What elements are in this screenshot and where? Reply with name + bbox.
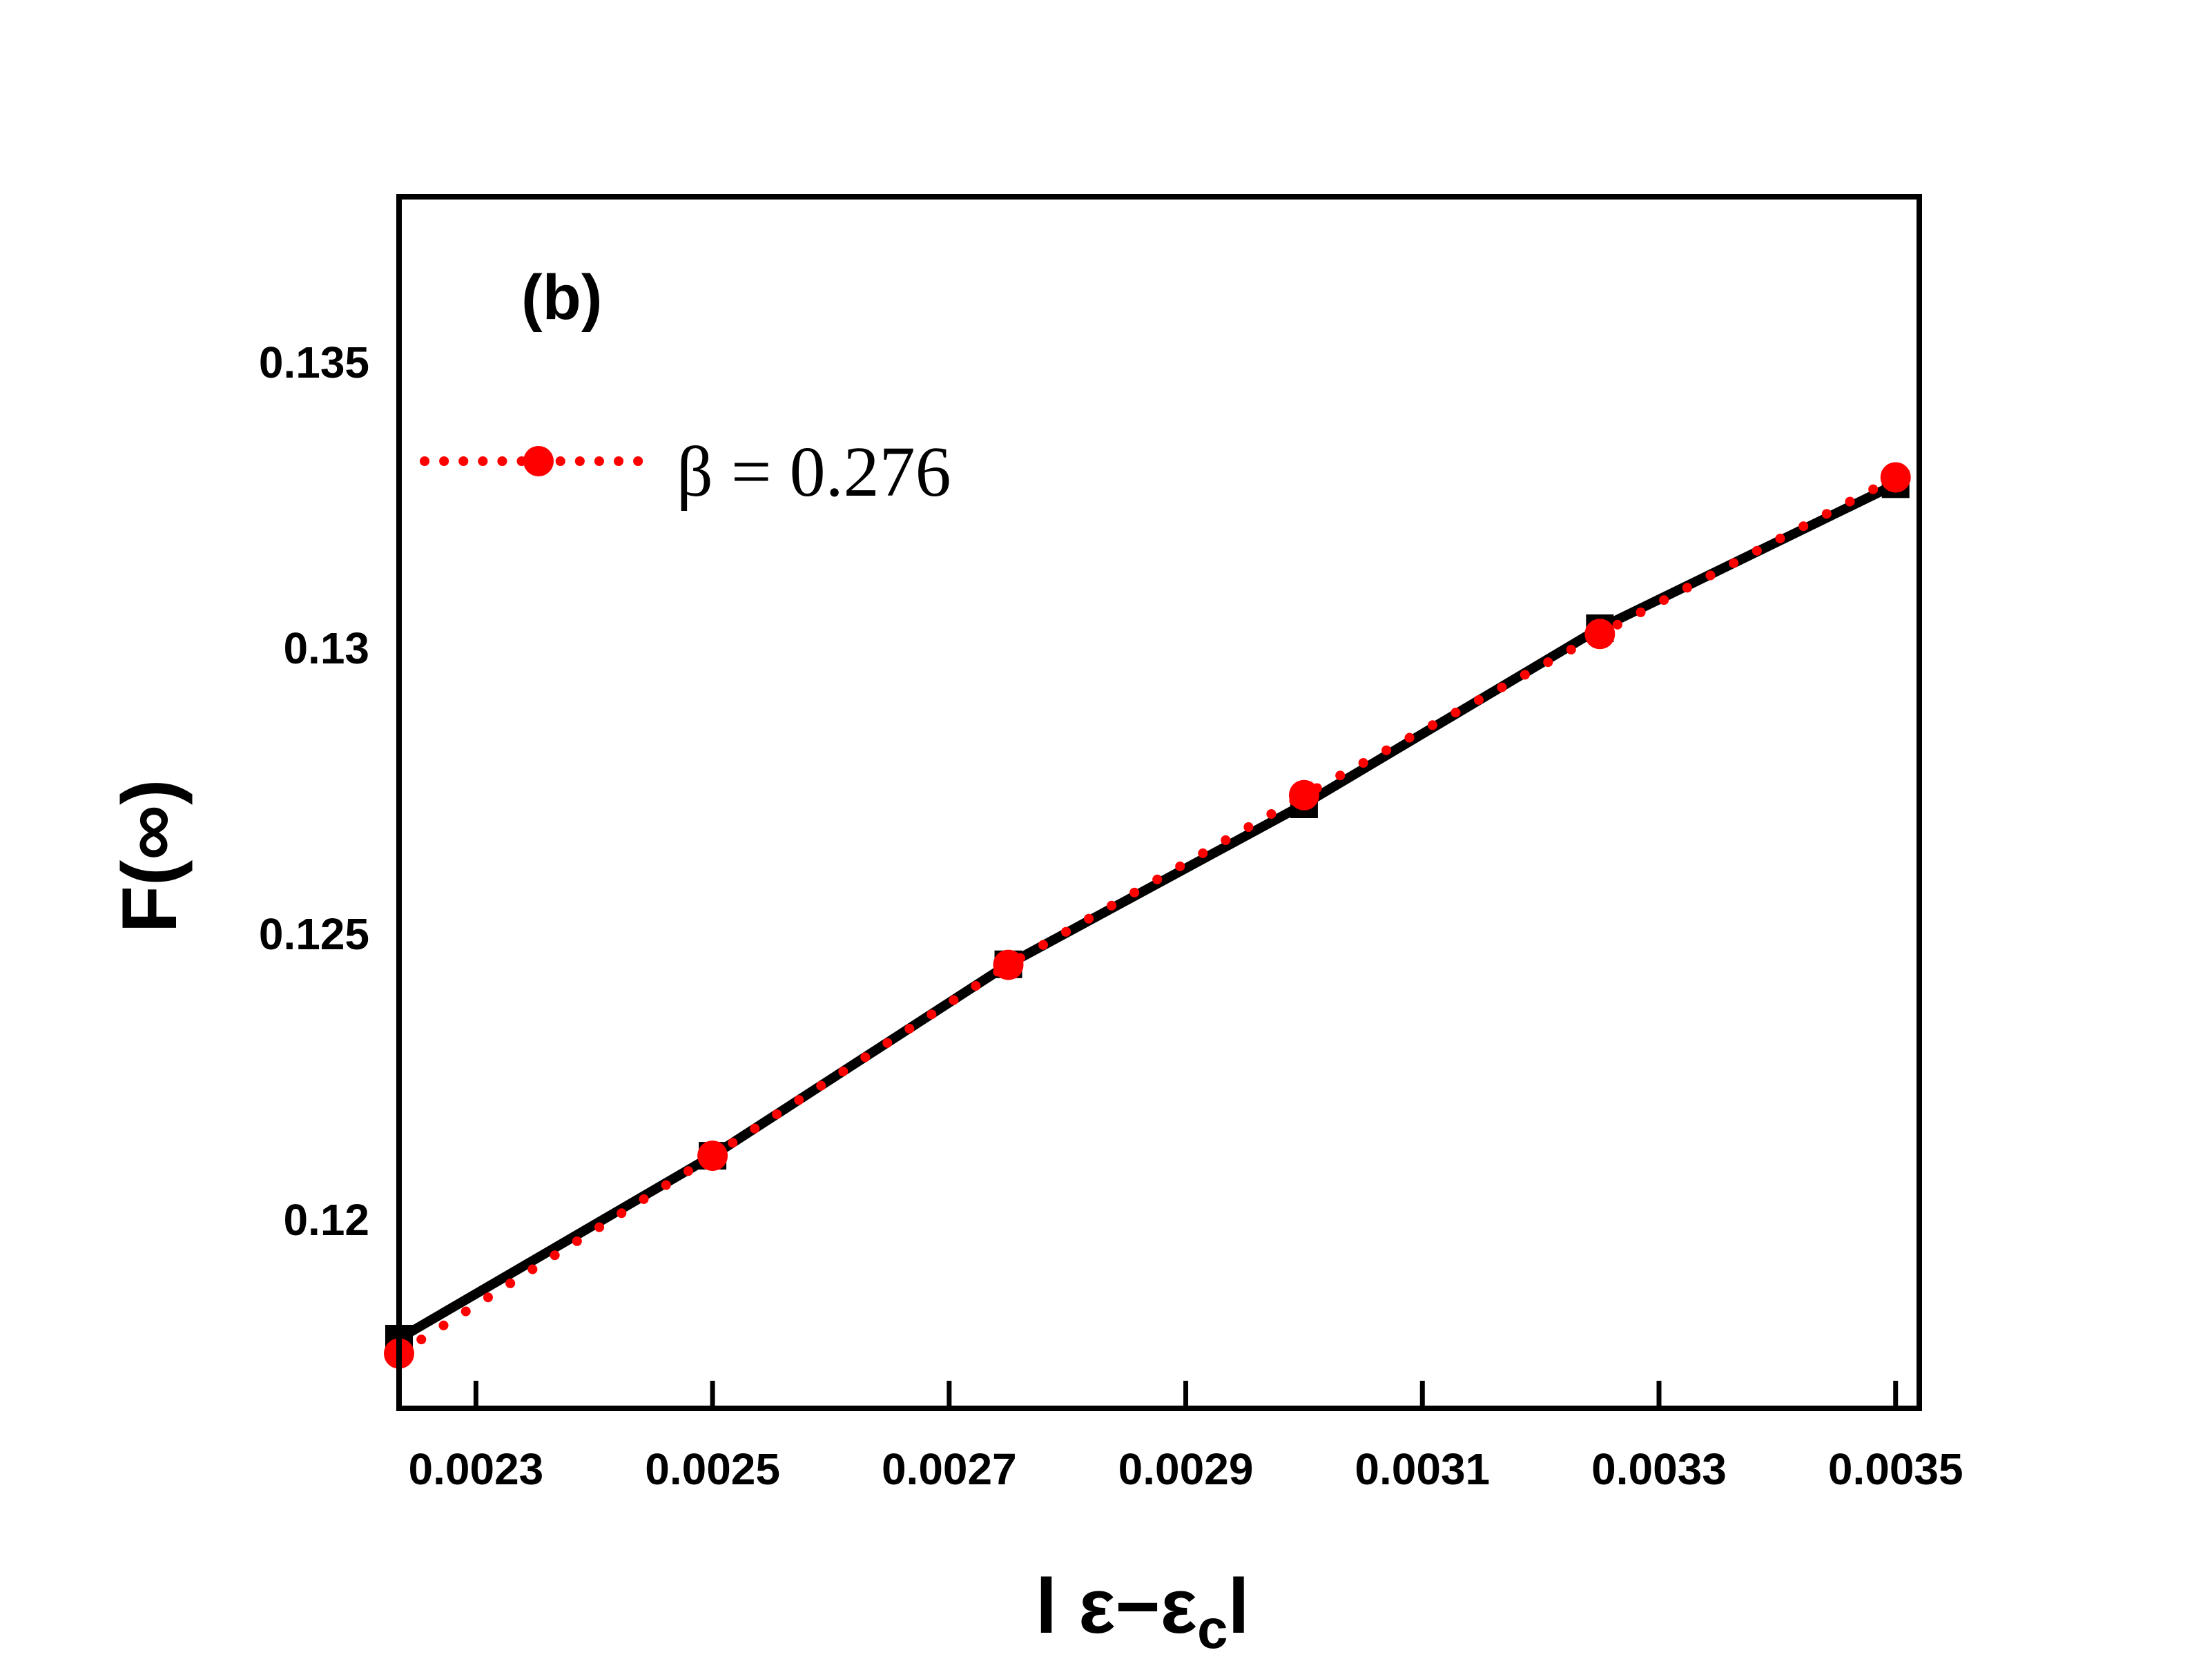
data-point-circle bbox=[697, 1141, 728, 1172]
x-tick-label: 0.0027 bbox=[882, 1444, 1017, 1494]
data-point-circle bbox=[1584, 619, 1616, 650]
x-tick-labels: 0.0023 0.0025 0.0027 0.0029 0.0031 0.0033 0.00… bbox=[409, 1444, 1963, 1494]
y-tick-label: 0.13 bbox=[283, 623, 369, 673]
x-axis-label-end: l bbox=[1228, 1563, 1249, 1649]
y-axis-label: F(∞) bbox=[106, 779, 193, 933]
series-layer bbox=[384, 462, 1911, 1369]
legend-marker-sample bbox=[523, 446, 554, 476]
y-tick-labels: 0.12 0.125 0.13 0.135 bbox=[259, 338, 369, 1245]
legend-entry-label: β = 0.276 bbox=[677, 432, 951, 512]
y-tick-label: 0.12 bbox=[283, 1195, 369, 1245]
x-axis-label-subscript: c bbox=[1197, 1598, 1228, 1660]
data-point-circle bbox=[1880, 462, 1911, 493]
y-tick-label: 0.135 bbox=[259, 338, 369, 387]
tick-marks bbox=[473, 1381, 1899, 1408]
x-tick-label: 0.0025 bbox=[645, 1444, 780, 1494]
x-tick-label: 0.0033 bbox=[1591, 1444, 1727, 1494]
data-point-circle bbox=[1288, 779, 1319, 811]
x-tick-label: 0.0029 bbox=[1118, 1444, 1254, 1494]
series-line-black bbox=[396, 480, 1898, 1343]
legend: β = 0.276 bbox=[420, 432, 951, 512]
panel-label: (b) bbox=[521, 262, 602, 333]
x-tick-label: 0.0023 bbox=[409, 1444, 544, 1494]
x-tick-label: 0.0035 bbox=[1828, 1444, 1963, 1494]
y-tick-label: 0.125 bbox=[259, 909, 369, 959]
series-line-red-dotted bbox=[394, 472, 1901, 1359]
data-point-circle bbox=[993, 949, 1024, 980]
x-axis-label: l ε−εcl bbox=[1036, 1563, 1250, 1660]
x-tick-label: 0.0031 bbox=[1355, 1444, 1490, 1494]
plot-frame bbox=[396, 194, 1922, 1411]
x-axis-label-main: l ε−ε bbox=[1036, 1563, 1197, 1649]
